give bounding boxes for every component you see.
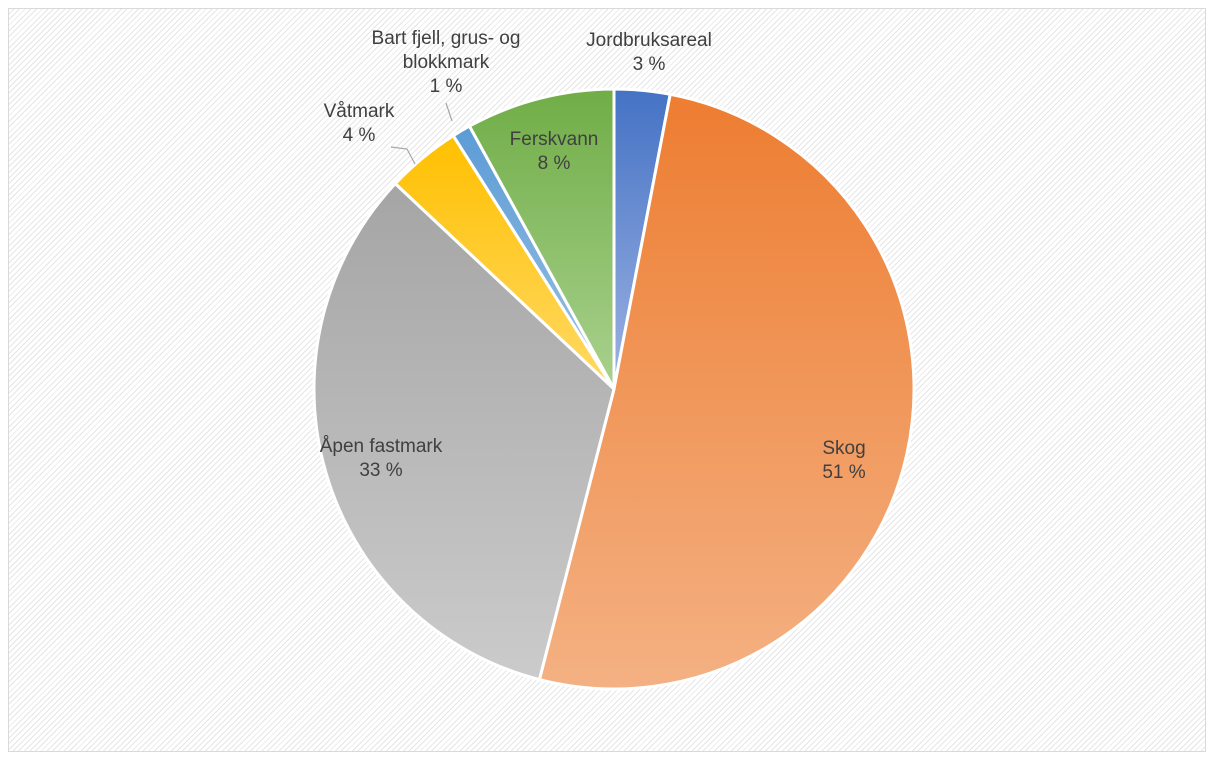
slice-percent: 8 %	[538, 153, 571, 174]
slice-label-4: Bart fjell, grus- og blokkmark 1 %	[372, 28, 521, 97]
slice-label-5: Ferskvann 8 %	[510, 129, 599, 174]
slice-name: Jordbruksareal	[586, 30, 712, 51]
leader-line-4	[445, 102, 453, 122]
slice-percent: 51 %	[822, 462, 865, 483]
leader-line-3	[390, 146, 416, 165]
pie-slice-5	[467, 87, 616, 390]
slice-label-0: Jordbruksareal 3 %	[586, 30, 712, 75]
slice-label-2: Åpen fastmark 33 %	[320, 436, 443, 481]
pie-slice-2	[312, 181, 616, 682]
slice-name: Våtmark	[324, 101, 395, 122]
slice-name: Skog	[822, 438, 865, 459]
slice-percent: 33 %	[359, 460, 402, 481]
slice-name: Åpen fastmark	[320, 436, 443, 457]
pie-slice-1	[537, 92, 916, 691]
slice-label-1: Skog 51 %	[822, 438, 865, 483]
slice-label-3: Våtmark 4 %	[324, 101, 395, 146]
pie-chart: Jordbruksareal 3 % Skog 51 % Åpen fastmark 33…	[312, 28, 916, 691]
chart-area: Jordbruksareal 3 % Skog 51 % Åpen fastmark 33…	[8, 8, 1206, 752]
slice-name: Ferskvann	[510, 129, 599, 150]
slice-percent: 4 %	[343, 125, 376, 146]
slice-name: blokkmark	[403, 52, 490, 73]
slice-percent: 1 %	[430, 76, 463, 97]
slice-percent: 3 %	[633, 54, 666, 75]
slice-name: Bart fjell, grus- og	[372, 28, 521, 49]
